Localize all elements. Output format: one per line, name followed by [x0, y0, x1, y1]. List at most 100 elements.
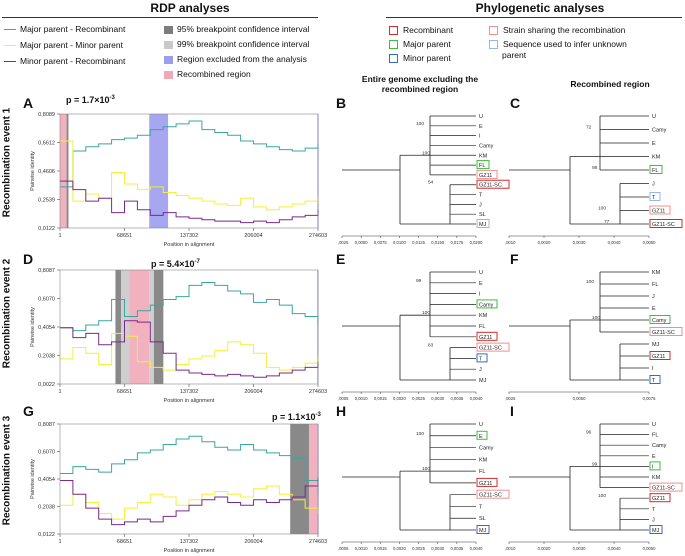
region-ci95: [290, 424, 309, 534]
legend-label: 99% breakpoint confidence interval: [177, 39, 310, 49]
region-recombined: [308, 424, 318, 534]
x-tick-label: 137302: [180, 539, 198, 545]
taxon-label: Camy: [652, 443, 667, 449]
col-title-recombined: Recombined region: [570, 79, 650, 89]
taxon-label: GZ11-SC: [652, 330, 675, 336]
series-major-recombinant: [60, 282, 319, 332]
plot-frame: [59, 113, 319, 229]
region-ci95: [153, 270, 164, 384]
legend-major-recombinant: Major parent - Recombinant: [4, 24, 125, 34]
tree-axis-label: 0,0030: [573, 240, 586, 245]
support-value: 100: [598, 206, 606, 212]
p-value-base: p = 5.4×10: [151, 259, 195, 269]
panel-label-i: I: [510, 403, 514, 419]
support-value: 99: [416, 278, 422, 284]
legend-ci99: 99% breakpoint confidence interval: [164, 39, 309, 49]
tree-axis-label: 0,0025: [412, 546, 425, 551]
support-value: 54: [428, 180, 434, 186]
series-major-minor: [60, 332, 319, 371]
legend-ci95: 95% breakpoint confidence interval: [164, 24, 309, 34]
line-swatch-icon: [4, 45, 16, 47]
x-tick-label: 68651: [117, 389, 132, 395]
taxon-label: KM: [652, 155, 661, 161]
series-major-recombinant: [60, 120, 319, 188]
y-tick-label: 0,6612: [38, 141, 55, 147]
taxon-label: GZ11-SC: [479, 493, 502, 499]
x-tick-label: 206004: [244, 389, 262, 395]
box-outline-icon: [489, 40, 498, 50]
taxon-label: MJ: [652, 342, 660, 348]
taxon-label: GZ11-SC: [479, 346, 502, 352]
taxon-label: J: [652, 517, 655, 523]
taxon-highlight-box: [649, 327, 683, 336]
legend-excluded: Region excluded from the analysis: [164, 54, 307, 64]
taxon-label: U: [652, 114, 656, 120]
col-title-line: recombined region: [381, 84, 459, 94]
box-swatch-icon: [164, 25, 173, 34]
box-swatch-icon: [164, 55, 173, 64]
taxon-label: FL: [479, 469, 485, 475]
taxon-highlight-box: [476, 179, 510, 189]
y-axis-label: Pairwise identity: [30, 307, 36, 347]
x-tick-label: 206004: [244, 539, 262, 545]
taxon-label: I: [652, 366, 654, 372]
legend-label: Major parent - Recombinant: [20, 24, 126, 34]
legend-label: Recombinant: [403, 25, 454, 35]
taxon-label: GZ11-SC: [652, 486, 675, 492]
panel-label-h: H: [336, 403, 347, 419]
taxon-label: T: [479, 356, 483, 362]
legend-minor-recombinant: Minor parent - Recombinant: [4, 56, 125, 66]
taxon-label: SL: [479, 516, 486, 522]
tree-h: UE Camy KM FL GZ11 GZ11-SC T SL MJ 100 100 0,0005 0,…: [338, 422, 510, 551]
taxon-label: E: [479, 124, 483, 130]
taxon-highlight-box: [476, 342, 510, 352]
support-value: 100: [416, 431, 424, 437]
line-swatch-icon: [4, 61, 16, 63]
tree-axis-label: 0,0015: [374, 546, 387, 551]
series-minor-recombinant: [60, 320, 319, 378]
tree-i: U FL Camy EI KM GZ11-SC GZ11 TJ MJ 96 99 100 0,0010 0…: [505, 422, 683, 551]
taxon-label: Camy: [479, 143, 494, 149]
legend-label: Recombined region: [177, 69, 251, 79]
series-minor-recombinant: [60, 477, 319, 526]
tree-axis-label: 0,0025: [338, 240, 349, 245]
taxon-label: J: [652, 182, 655, 188]
phylo-header-rule: [386, 17, 682, 18]
taxon-label: FL: [652, 282, 658, 288]
p-value-base: p = 1.7×10: [66, 95, 110, 105]
y-tick-label: 0,2539: [38, 198, 55, 204]
panel-label-f: F: [510, 251, 519, 267]
tree-axis-label: 0,0020: [538, 546, 551, 551]
y-tick-label: 0,2038: [38, 505, 55, 511]
tree-axis-label: 0,0200: [470, 240, 483, 245]
taxon-label: GZ11: [479, 481, 492, 487]
taxon-highlight-box: [476, 430, 488, 440]
box-outline-icon: [489, 26, 498, 36]
panel-label-a: A: [23, 95, 34, 111]
panel-label-e: E: [336, 251, 346, 267]
tree-axis-label: 0,0050: [573, 396, 586, 401]
x-tick-label: 274603: [309, 233, 327, 239]
taxon-highlight-box: [649, 375, 661, 384]
legend-label: 95% breakpoint confidence interval: [177, 24, 310, 34]
p-value-event-3: p = 1.1×10-3: [272, 412, 321, 422]
tree-axis-label: 0,0020: [393, 396, 406, 401]
p-value-exp: -3: [315, 412, 321, 418]
taxon-label: U: [479, 114, 483, 120]
taxon-label: GZ11: [479, 335, 492, 341]
taxon-label: GZ11: [652, 354, 665, 360]
taxon-label: I: [479, 292, 481, 298]
support-value: 96: [586, 430, 592, 436]
tree-axis-label: 0,0040: [470, 396, 483, 401]
legend-label: Region excluded from the analysis: [177, 54, 307, 64]
tree-axis-label: 0,0040: [608, 546, 621, 551]
x-axis-label: Position in alignment: [164, 242, 215, 248]
taxon-label: FL: [479, 163, 485, 169]
support-value: 83: [428, 343, 434, 349]
taxon-label: FL: [652, 168, 658, 174]
x-tick-label: 1: [58, 233, 61, 239]
p-value-event-1: p = 1.7×10-3: [66, 95, 115, 105]
tree-axis-label: 0,0075: [374, 240, 387, 245]
y-tick-label: 0,2038: [38, 354, 55, 360]
tree-axis-label: 0,0030: [573, 546, 586, 551]
